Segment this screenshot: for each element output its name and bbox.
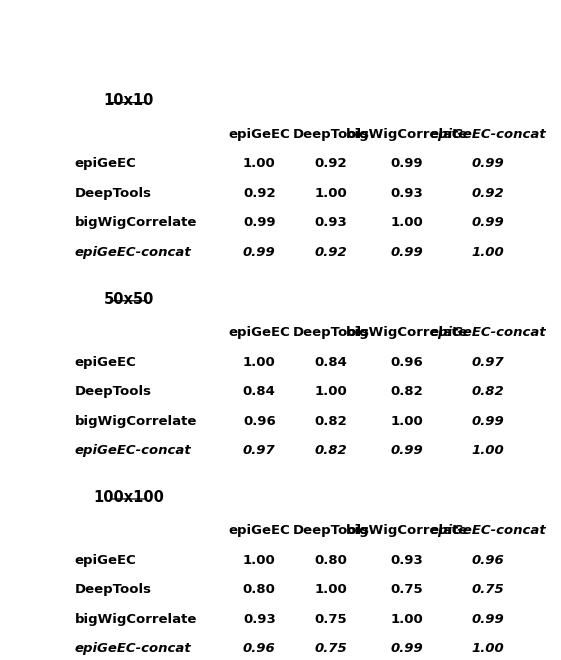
- Text: 1.00: 1.00: [315, 385, 347, 398]
- Text: 0.99: 0.99: [243, 216, 275, 230]
- Text: DeepTools: DeepTools: [75, 187, 151, 200]
- Text: 1.00: 1.00: [243, 158, 275, 170]
- Text: epiGeEC-concat: epiGeEC-concat: [429, 525, 546, 537]
- Text: DeepTools: DeepTools: [292, 525, 370, 537]
- Text: epiGeEC-concat: epiGeEC-concat: [75, 642, 191, 655]
- Text: 0.75: 0.75: [315, 613, 347, 626]
- Text: 0.92: 0.92: [315, 158, 347, 170]
- Text: 0.99: 0.99: [471, 216, 504, 230]
- Text: 0.92: 0.92: [315, 246, 347, 259]
- Text: 50x50: 50x50: [104, 292, 154, 307]
- Text: 0.96: 0.96: [243, 414, 275, 428]
- Text: 0.99: 0.99: [390, 444, 424, 457]
- Text: epiGeEC-concat: epiGeEC-concat: [75, 444, 191, 457]
- Text: DeepTools: DeepTools: [292, 326, 370, 339]
- Text: 0.80: 0.80: [243, 583, 275, 597]
- Text: epiGeEC: epiGeEC: [75, 356, 136, 369]
- Text: 0.84: 0.84: [315, 356, 347, 369]
- Text: 0.97: 0.97: [471, 356, 504, 369]
- Text: 1.00: 1.00: [471, 642, 504, 655]
- Text: 0.93: 0.93: [390, 554, 424, 567]
- Text: 0.92: 0.92: [471, 187, 504, 200]
- Text: 0.96: 0.96: [390, 356, 424, 369]
- Text: DeepTools: DeepTools: [75, 385, 151, 398]
- Text: 1.00: 1.00: [471, 246, 504, 259]
- Text: 0.82: 0.82: [315, 414, 347, 428]
- Text: 0.75: 0.75: [315, 642, 347, 655]
- Text: 0.93: 0.93: [315, 216, 347, 230]
- Text: 0.93: 0.93: [243, 613, 275, 626]
- Text: DeepTools: DeepTools: [292, 128, 370, 141]
- Text: epiGeEC: epiGeEC: [75, 158, 136, 170]
- Text: epiGeEC-concat: epiGeEC-concat: [429, 326, 546, 339]
- Text: 0.99: 0.99: [243, 246, 275, 259]
- Text: 1.00: 1.00: [390, 613, 424, 626]
- Text: epiGeEC-concat: epiGeEC-concat: [429, 128, 546, 141]
- Text: bigWigCorrelate: bigWigCorrelate: [346, 326, 468, 339]
- Text: 0.97: 0.97: [243, 444, 275, 457]
- Text: 0.99: 0.99: [471, 414, 504, 428]
- Text: 1.00: 1.00: [315, 187, 347, 200]
- Text: DeepTools: DeepTools: [75, 583, 151, 597]
- Text: 1.00: 1.00: [315, 583, 347, 597]
- Text: bigWigCorrelate: bigWigCorrelate: [75, 414, 197, 428]
- Text: 1.00: 1.00: [390, 414, 424, 428]
- Text: 0.82: 0.82: [390, 385, 424, 398]
- Text: bigWigCorrelate: bigWigCorrelate: [346, 128, 468, 141]
- Text: 1.00: 1.00: [471, 444, 504, 457]
- Text: 0.75: 0.75: [471, 583, 504, 597]
- Text: 0.99: 0.99: [390, 642, 424, 655]
- Text: 10x10: 10x10: [104, 94, 154, 108]
- Text: 0.75: 0.75: [391, 583, 424, 597]
- Text: 1.00: 1.00: [243, 356, 275, 369]
- Text: bigWigCorrelate: bigWigCorrelate: [75, 216, 197, 230]
- Text: 0.99: 0.99: [390, 246, 424, 259]
- Text: bigWigCorrelate: bigWigCorrelate: [75, 613, 197, 626]
- Text: 0.82: 0.82: [315, 444, 347, 457]
- Text: epiGeEC: epiGeEC: [228, 128, 290, 141]
- Text: 1.00: 1.00: [390, 216, 424, 230]
- Text: 0.96: 0.96: [243, 642, 275, 655]
- Text: 1.00: 1.00: [243, 554, 275, 567]
- Text: 100x100: 100x100: [93, 490, 164, 505]
- Text: bigWigCorrelate: bigWigCorrelate: [346, 525, 468, 537]
- Text: epiGeEC: epiGeEC: [228, 525, 290, 537]
- Text: 0.92: 0.92: [243, 187, 275, 200]
- Text: 0.82: 0.82: [471, 385, 504, 398]
- Text: 0.99: 0.99: [471, 158, 504, 170]
- Text: epiGeEC: epiGeEC: [228, 326, 290, 339]
- Text: 0.84: 0.84: [243, 385, 275, 398]
- Text: 0.96: 0.96: [471, 554, 504, 567]
- Text: 0.99: 0.99: [391, 158, 424, 170]
- Text: epiGeEC-concat: epiGeEC-concat: [75, 246, 191, 259]
- Text: epiGeEC: epiGeEC: [75, 554, 136, 567]
- Text: 0.99: 0.99: [471, 613, 504, 626]
- Text: 0.80: 0.80: [315, 554, 347, 567]
- Text: 0.93: 0.93: [390, 187, 424, 200]
